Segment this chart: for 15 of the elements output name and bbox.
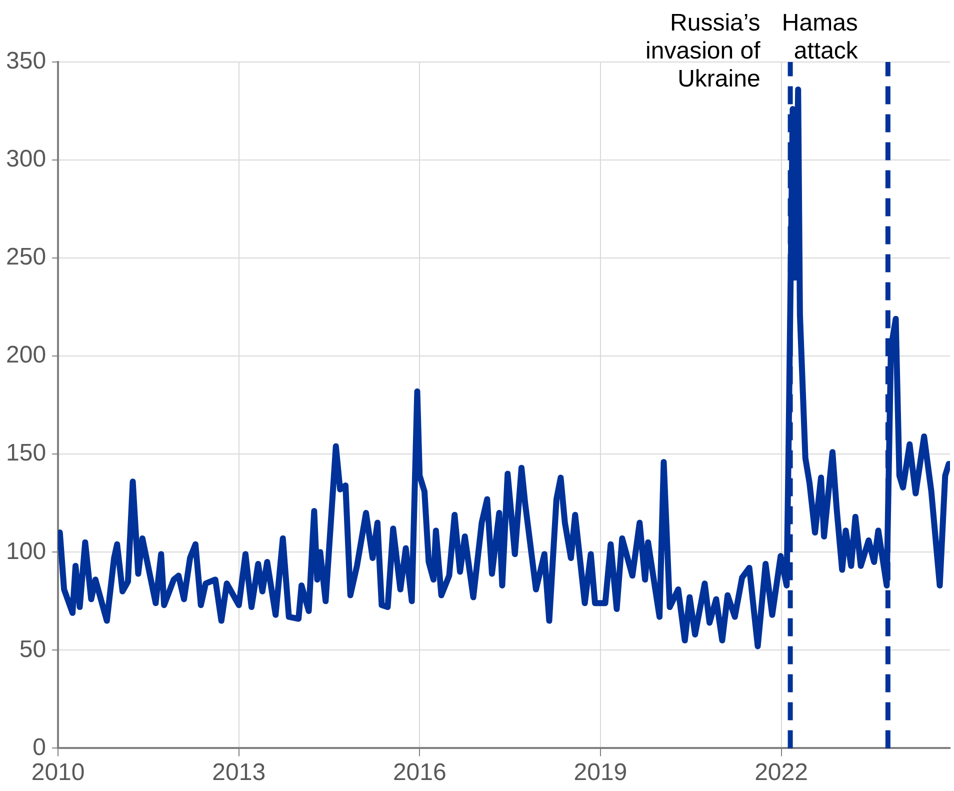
y-tick-label: 100 (6, 538, 46, 565)
x-tick-label: 2022 (754, 759, 808, 786)
x-tick-label: 2019 (574, 759, 628, 786)
y-tick-label: 0 (32, 734, 46, 761)
x-tick-label: 2013 (212, 759, 266, 786)
x-tick-label: 2016 (392, 759, 446, 786)
y-tick-label: 200 (6, 342, 46, 369)
y-tick-label: 50 (19, 636, 46, 663)
y-tick-label: 350 (6, 48, 46, 75)
y-tick-label: 150 (6, 440, 46, 467)
y-tick-label: 250 (6, 244, 46, 271)
ref-line-label: Hamas attack (782, 10, 859, 65)
ref-line-label: Russia’s invasion of Ukraine (646, 10, 761, 93)
y-tick-label: 300 (6, 146, 46, 173)
x-tick-label: 2010 (31, 759, 85, 786)
